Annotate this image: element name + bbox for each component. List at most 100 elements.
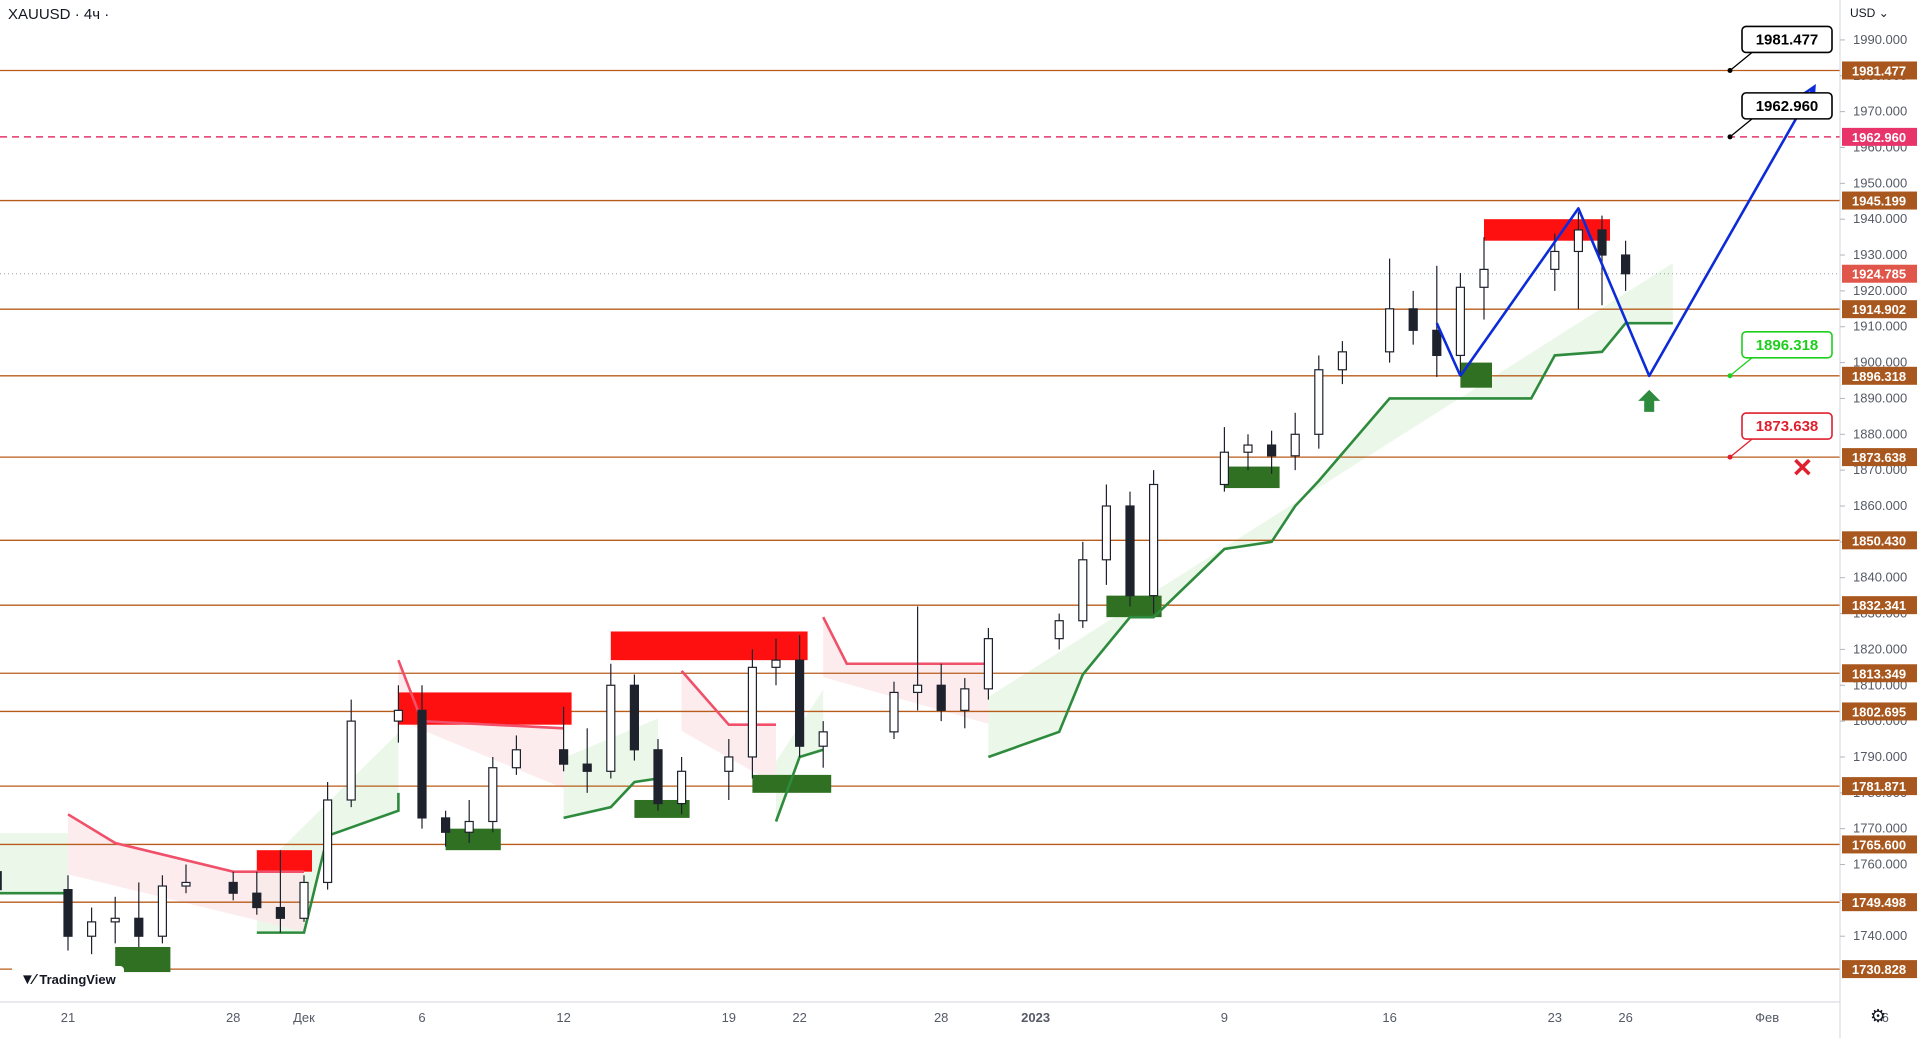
candle xyxy=(299,881,309,919)
separator-dot: · xyxy=(104,6,110,23)
callout-label: 1873.638 xyxy=(1756,418,1819,435)
x-tick-label: 2023 xyxy=(1021,1010,1050,1025)
candle xyxy=(653,749,663,805)
gear-icon[interactable]: ⚙ xyxy=(1870,1006,1887,1027)
candle xyxy=(1314,369,1324,435)
supply-zone xyxy=(610,631,808,661)
y-tick-label: 1950.000 xyxy=(1853,175,1907,190)
level-label: 1945.199 xyxy=(1852,194,1906,209)
timeframe-label[interactable]: 4ч xyxy=(83,6,101,23)
level-label: 1730.828 xyxy=(1852,962,1906,977)
callout-box[interactable] xyxy=(1741,412,1833,440)
time-axis[interactable]: 21 28 Дек 6 12 19 22 28 2023 9 16 23 26 Фев 6 xyxy=(61,1010,1889,1025)
candle xyxy=(1479,268,1489,288)
demand-zone xyxy=(445,828,501,851)
candle xyxy=(441,817,451,833)
candle xyxy=(1337,351,1348,371)
candle xyxy=(1078,559,1088,622)
projection-path xyxy=(1459,85,1816,378)
supertrend-up-line xyxy=(563,777,659,820)
candle xyxy=(181,881,191,887)
demand-zone xyxy=(115,946,171,973)
y-tick-label: 1990.000 xyxy=(1853,32,1907,47)
supertrend-up-fill xyxy=(988,263,1673,757)
y-tick-label: 1860.000 xyxy=(1853,498,1907,513)
supertrend-down-line xyxy=(680,670,776,726)
x-tick-label: 21 xyxy=(61,1010,75,1025)
supertrend-down-fill xyxy=(823,617,989,724)
level-lines-layer xyxy=(0,69,1840,970)
level-label-bg xyxy=(1842,191,1917,210)
callout-box[interactable] xyxy=(1741,25,1833,54)
currency-label: USD xyxy=(1850,6,1876,20)
candle xyxy=(488,767,498,823)
x-tick-label: 22 xyxy=(792,1010,806,1025)
level-label-bg xyxy=(1842,448,1917,467)
level-label-bg xyxy=(1842,777,1917,796)
callout-label: 1962.960 xyxy=(1756,98,1819,115)
candle xyxy=(252,892,262,909)
symbol-header[interactable]: XAUUSD · 4ч · xyxy=(8,6,109,23)
level-label-bg xyxy=(1842,835,1917,854)
price-axis[interactable]: 1740.0001750.0001760.0001770.0001780.000… xyxy=(1840,32,1907,943)
level-label-bg xyxy=(1842,664,1917,683)
callout-label: 1896.318 xyxy=(1756,337,1819,354)
callout-pointer xyxy=(1729,357,1753,377)
tradingview-logo[interactable]: ▼⁄ TradingView xyxy=(12,966,124,992)
level-label-bg xyxy=(1842,531,1917,550)
callout-box[interactable] xyxy=(1741,92,1833,120)
callout-pointer xyxy=(1729,118,1753,138)
candle xyxy=(393,709,403,722)
level-label: 1802.695 xyxy=(1852,704,1906,719)
candle xyxy=(1243,444,1253,453)
candle xyxy=(0,871,2,891)
currency-selector[interactable]: USD ⌄ xyxy=(1850,6,1889,20)
candle xyxy=(771,659,781,668)
level-label: 1813.349 xyxy=(1852,666,1906,681)
x-tick-label: 6 xyxy=(418,1010,425,1025)
callout-pointer xyxy=(1729,438,1753,458)
supply-zone xyxy=(398,692,572,725)
level-label: 1765.600 xyxy=(1852,837,1906,852)
logo-text: TradingView xyxy=(39,971,116,987)
current-price-label-bg xyxy=(1842,264,1917,283)
y-tick-label: 1740.000 xyxy=(1853,928,1907,943)
x-tick-label: 28 xyxy=(226,1010,240,1025)
y-tick-label: 1940.000 xyxy=(1853,211,1907,226)
candle xyxy=(983,638,994,690)
candle xyxy=(1432,329,1442,357)
candle xyxy=(629,684,640,751)
y-tick-label: 1790.000 xyxy=(1853,749,1907,764)
x-tick-label: 26 xyxy=(1618,1010,1632,1025)
callout-anchor xyxy=(1727,454,1733,460)
x-tick-label: 9 xyxy=(1221,1010,1228,1025)
candle xyxy=(157,885,167,937)
y-tick-label: 1770.000 xyxy=(1853,821,1907,836)
y-tick-label: 1900.000 xyxy=(1853,355,1907,370)
candle xyxy=(1290,433,1300,457)
candle xyxy=(1550,250,1560,270)
candle xyxy=(1219,451,1230,486)
demand-zone xyxy=(1460,362,1492,388)
candle xyxy=(724,756,734,772)
supertrend-up-fill xyxy=(0,833,68,894)
x-tick-label: 6 xyxy=(1882,1010,1889,1025)
y-tick-label: 1820.000 xyxy=(1853,641,1907,656)
candle xyxy=(912,684,923,694)
level-label: 1850.430 xyxy=(1852,533,1906,548)
y-tick-label: 1840.000 xyxy=(1853,570,1907,585)
markers-layer xyxy=(1638,389,1811,476)
level-label: 1832.341 xyxy=(1852,598,1906,613)
candle xyxy=(1620,254,1631,275)
candle xyxy=(960,688,970,711)
level-label-bg xyxy=(1842,596,1917,615)
y-tick-label: 1930.000 xyxy=(1853,247,1907,262)
zones-layer xyxy=(115,219,1610,973)
level-label-bg xyxy=(1842,702,1917,721)
level-label: 1896.318 xyxy=(1852,369,1906,384)
y-tick-label: 1970.000 xyxy=(1853,104,1907,119)
level-label-bg xyxy=(1842,893,1917,912)
callout-box[interactable] xyxy=(1741,330,1833,359)
demand-zone xyxy=(752,774,832,793)
